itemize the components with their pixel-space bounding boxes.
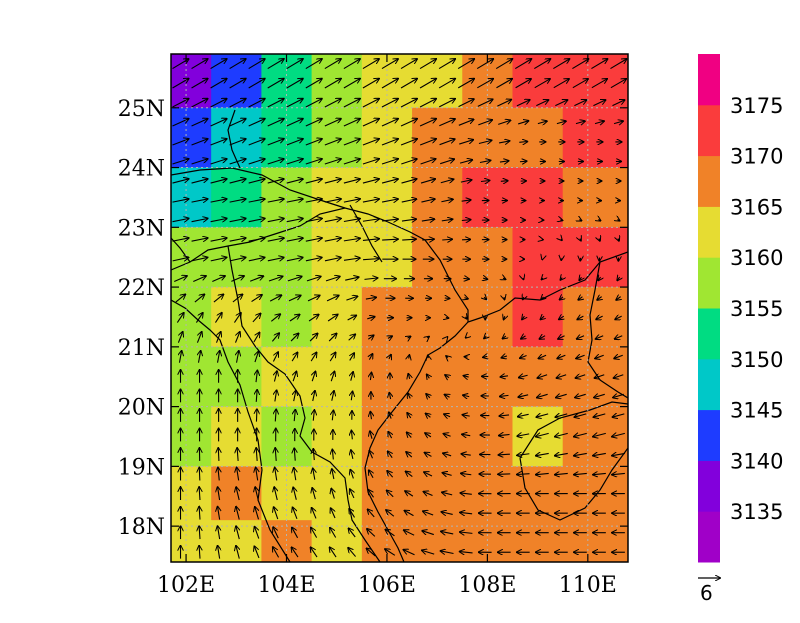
colorbar-swatch bbox=[698, 359, 720, 410]
x-tick-label: 104E bbox=[257, 573, 315, 598]
wind-vector bbox=[218, 448, 219, 461]
y-tick-label: 19N bbox=[118, 455, 165, 480]
field-cell bbox=[312, 466, 363, 520]
colorbar-label: 3160 bbox=[730, 246, 783, 270]
colorbar: 3135 3140 3145 3150 3155 3160 3165 3170 3175 bbox=[698, 54, 783, 563]
y-tick-label: 18N bbox=[118, 515, 165, 540]
wind-vector bbox=[409, 355, 410, 358]
field-cell bbox=[563, 168, 629, 228]
colorbar-swatch bbox=[698, 511, 720, 562]
reference-vector: 6 bbox=[698, 578, 720, 605]
field-cell bbox=[362, 168, 413, 228]
reference-vector-label: 6 bbox=[700, 581, 713, 605]
field-cell bbox=[261, 287, 312, 347]
field-cell bbox=[171, 347, 212, 407]
wind-vector bbox=[504, 297, 505, 299]
field-cell bbox=[412, 407, 463, 467]
field-cell bbox=[563, 54, 629, 108]
colorbar-swatch bbox=[698, 54, 720, 105]
field-cell bbox=[563, 347, 629, 407]
field-cell bbox=[462, 227, 513, 287]
field-cell bbox=[563, 108, 629, 168]
field-cell bbox=[412, 108, 463, 168]
field-cell bbox=[462, 287, 513, 347]
field-cell bbox=[171, 287, 212, 347]
colorbar-swatch bbox=[698, 257, 720, 308]
field-cell bbox=[211, 54, 262, 108]
field-cell bbox=[512, 108, 563, 168]
field-cell bbox=[171, 466, 212, 520]
field-cell bbox=[462, 168, 513, 228]
wind-vector bbox=[442, 239, 452, 240]
colorbar-label: 3170 bbox=[730, 145, 783, 169]
field-cell bbox=[171, 407, 212, 467]
colorbar-label: 3155 bbox=[730, 297, 783, 321]
colorbar-swatch bbox=[698, 460, 720, 511]
colorbar-swatch bbox=[698, 410, 720, 461]
wind-vector bbox=[463, 278, 468, 279]
colorbar-swatch bbox=[698, 308, 720, 359]
field-cell bbox=[412, 347, 463, 407]
colorbar-label: 3140 bbox=[730, 449, 783, 473]
colorbar-label: 3145 bbox=[730, 399, 783, 423]
wind-vector bbox=[560, 220, 562, 221]
x-tick-label: 108E bbox=[458, 573, 516, 598]
colorbar-label: 3165 bbox=[730, 195, 783, 219]
wind-vector bbox=[446, 317, 448, 318]
wind-vector bbox=[499, 454, 510, 455]
y-tick-label: 25N bbox=[118, 97, 165, 122]
field-cell bbox=[312, 347, 363, 407]
field-cell bbox=[512, 54, 563, 108]
field-cell bbox=[312, 108, 363, 168]
field-cell bbox=[261, 168, 312, 228]
field-cell bbox=[412, 168, 463, 228]
field-cell bbox=[412, 54, 463, 108]
field-cell bbox=[512, 168, 563, 228]
wind-vector bbox=[561, 239, 562, 240]
colorbar-label: 3135 bbox=[730, 500, 783, 524]
y-tick-label: 24N bbox=[118, 157, 165, 182]
wind-vector bbox=[520, 161, 527, 162]
x-tick-label: 110E bbox=[559, 573, 617, 598]
y-tick-label: 23N bbox=[118, 216, 165, 241]
field-cell bbox=[412, 287, 463, 347]
field-cell bbox=[512, 227, 563, 287]
x-tick-label: 102E bbox=[157, 573, 215, 598]
wind-vector bbox=[199, 468, 200, 481]
colorbar-swatch bbox=[698, 105, 720, 156]
colorbar-swatch bbox=[698, 156, 720, 207]
y-tick-label: 20N bbox=[118, 396, 165, 421]
colorbar-label: 3150 bbox=[730, 348, 783, 372]
wind-vector bbox=[466, 337, 467, 338]
wind-vector bbox=[501, 181, 508, 182]
x-tick-label: 106E bbox=[358, 573, 416, 598]
field-cell bbox=[211, 168, 262, 228]
field-cell bbox=[312, 407, 363, 467]
field-cell bbox=[412, 466, 463, 520]
y-tick-label: 21N bbox=[118, 336, 165, 361]
y-tick-label: 22N bbox=[118, 276, 165, 301]
colorbar-swatch bbox=[698, 206, 720, 257]
colorbar-label: 3175 bbox=[730, 94, 783, 118]
field-cell bbox=[512, 287, 563, 347]
